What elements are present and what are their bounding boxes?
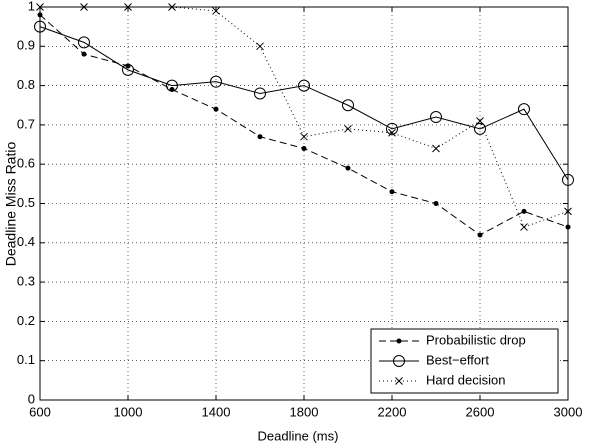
marker (124, 3, 132, 11)
legend-label: Probabilistic drop (426, 332, 526, 347)
marker (393, 355, 405, 367)
marker (212, 7, 220, 15)
y-tick-label: 0.2 (17, 313, 35, 328)
x-tick-label: 1400 (202, 404, 231, 419)
marker (476, 117, 484, 125)
marker (36, 3, 44, 11)
marker (168, 3, 176, 11)
x-tick-label: 600 (29, 404, 51, 419)
marker (396, 338, 402, 344)
marker (395, 377, 403, 385)
marker (300, 132, 308, 141)
marker (474, 122, 486, 135)
marker (256, 42, 264, 51)
marker (210, 75, 222, 88)
x-axis-label: Deadline (ms) (258, 428, 339, 443)
marker (345, 165, 351, 171)
marker (342, 99, 354, 112)
marker (254, 87, 266, 100)
marker (78, 36, 90, 49)
x-tick-label: 1800 (290, 404, 319, 419)
marker (477, 232, 483, 238)
marker (521, 208, 527, 214)
y-tick-label: 0.1 (17, 352, 35, 367)
marker (34, 20, 46, 33)
marker (432, 144, 440, 153)
marker (565, 224, 571, 230)
marker (81, 51, 87, 57)
marker (37, 12, 43, 18)
marker (298, 79, 310, 92)
legend-label: Best−effort (426, 352, 489, 367)
x-tick-label: 3000 (554, 404, 583, 419)
marker (213, 106, 219, 112)
legend: Probabilistic drop Best−effort Hard decisi… (370, 328, 559, 394)
marker (122, 63, 134, 76)
y-tick-label: 0.6 (17, 156, 35, 171)
marker (389, 189, 395, 195)
marker (430, 111, 442, 124)
marker (433, 201, 439, 206)
marker (166, 79, 178, 92)
y-axis-label: Deadline Miss Ratio (3, 142, 19, 267)
marker (562, 173, 574, 186)
marker (518, 103, 530, 116)
x-tick-label: 2600 (466, 404, 495, 419)
legend-label: Hard decision (426, 372, 506, 387)
marker (564, 207, 572, 216)
marker (386, 122, 398, 135)
x-tick-label: 2200 (378, 404, 407, 419)
marker (257, 134, 263, 140)
y-tick-label: 0.4 (17, 234, 35, 249)
x-tick-label: 1000 (114, 404, 143, 419)
y-tick-label: 0.7 (17, 116, 35, 131)
plot-frame (39, 6, 569, 401)
y-tick-label: 0 (28, 391, 35, 406)
series-line (39, 26, 569, 181)
marker (80, 3, 88, 11)
y-tick-label: 0.8 (17, 77, 35, 92)
y-tick-label: 1 (28, 0, 35, 13)
y-tick-label: 0.5 (17, 195, 35, 210)
y-tick-label: 0.9 (17, 38, 35, 53)
marker (301, 145, 307, 151)
marker (388, 128, 396, 137)
marker (344, 124, 352, 133)
y-tick-label: 0.3 (17, 274, 35, 289)
marker (520, 223, 528, 231)
